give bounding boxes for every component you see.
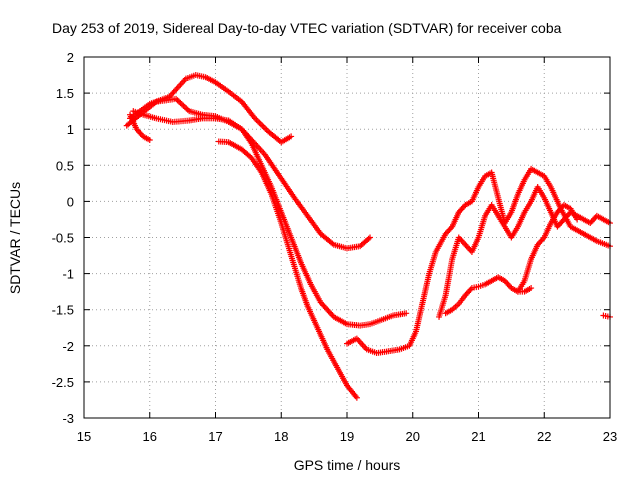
x-tick-label: 23 — [603, 429, 617, 444]
data-point — [259, 122, 266, 129]
x-tick-label: 16 — [143, 429, 157, 444]
data-point — [574, 216, 581, 223]
series-track-10 — [600, 312, 613, 320]
series-track-4 — [127, 111, 153, 144]
y-tick-label: -1.5 — [52, 303, 74, 318]
data-point — [288, 133, 295, 140]
data-point — [181, 104, 188, 111]
x-tick-label: 20 — [406, 429, 420, 444]
series-track-8 — [442, 274, 535, 317]
axis-ticks — [83, 56, 611, 419]
x-tick-label: 21 — [471, 429, 485, 444]
y-tick-label: -2.5 — [52, 375, 74, 390]
series-track-5 — [215, 138, 360, 401]
series-track-6 — [344, 165, 613, 357]
x-tick-label: 19 — [340, 429, 354, 444]
y-tick-labels: -3 -2.5 -2 -1.5 -1 -0.5 0 0.5 1 1.5 2 — [52, 50, 74, 426]
y-tick-label: 1 — [67, 122, 74, 137]
data-point — [528, 285, 535, 292]
y-tick-label: -2 — [62, 339, 74, 354]
chart-title: Day 253 of 2019, Sidereal Day-to-day VTE… — [52, 20, 562, 36]
data-point — [353, 394, 360, 401]
x-tick-labels: 15 16 17 18 19 20 21 22 23 — [77, 429, 617, 444]
x-tick-label: 15 — [77, 429, 91, 444]
data-point — [183, 105, 190, 112]
x-tick-label: 17 — [208, 429, 222, 444]
x-tick-label: 18 — [274, 429, 288, 444]
y-tick-label: -1 — [62, 267, 74, 282]
data-point — [177, 99, 184, 106]
series-track-3 — [130, 108, 410, 329]
y-tick-label: 0.5 — [56, 158, 74, 173]
data-point — [257, 121, 264, 128]
x-tick-label: 22 — [537, 429, 551, 444]
data-point — [256, 119, 263, 126]
y-axis-title: SDTVAR / TECUs — [7, 182, 23, 294]
y-tick-label: 1.5 — [56, 86, 74, 101]
data-point — [260, 124, 267, 131]
data-point — [146, 137, 153, 144]
data-marks — [123, 72, 613, 401]
x-axis-title: GPS time / hours — [294, 457, 401, 473]
data-point — [178, 101, 185, 108]
series-track-1 — [127, 72, 295, 146]
grid-lines — [84, 57, 610, 418]
y-tick-label: 2 — [67, 50, 74, 65]
y-tick-label: -0.5 — [52, 231, 74, 246]
data-point — [262, 125, 269, 132]
data-point — [403, 310, 410, 317]
y-tick-label: 0 — [67, 194, 74, 209]
data-point — [180, 102, 187, 109]
data-point — [367, 234, 374, 241]
data-point — [254, 118, 261, 125]
series-track-9 — [514, 202, 581, 295]
data-point — [174, 97, 181, 104]
y-tick-label: -3 — [62, 411, 74, 426]
